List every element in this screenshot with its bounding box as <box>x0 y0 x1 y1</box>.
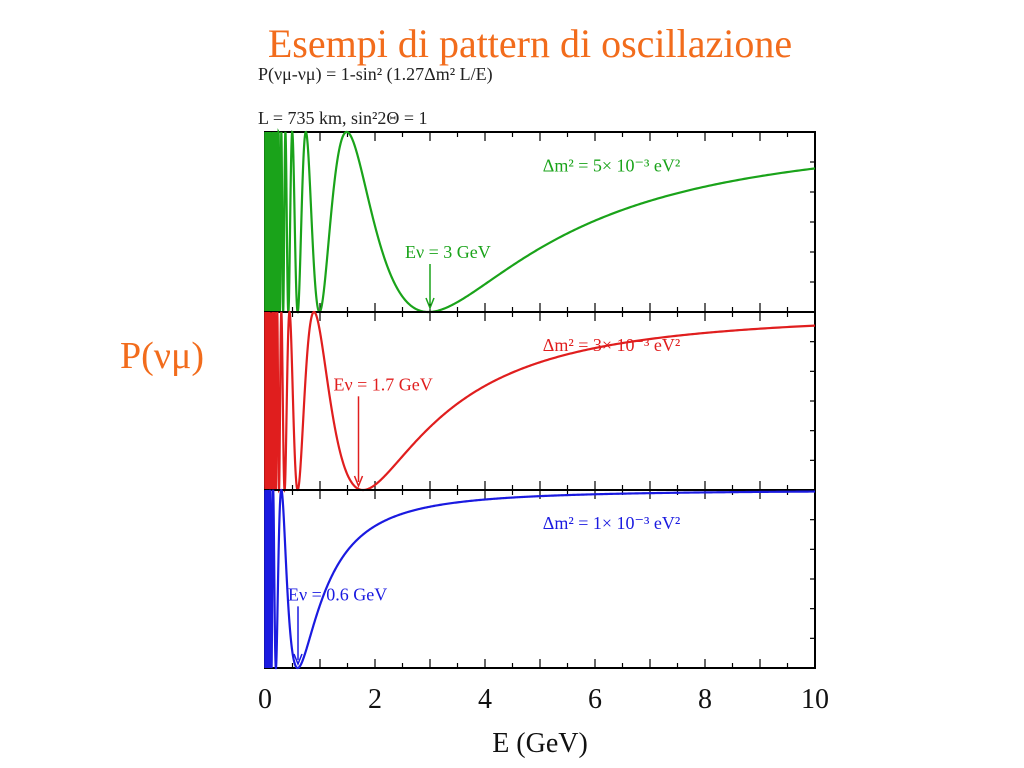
x-tick-label: 6 <box>588 684 602 715</box>
x-tick-label: 2 <box>368 684 382 715</box>
formula-caption: P(νμ-νμ) = 1-sin² (1.27Δm² L/E) <box>258 64 493 84</box>
dm2-label-2: Δm² = 1× 10⁻³ eV² <box>543 513 681 533</box>
energy-label-0: Eν = 3 GeV <box>405 242 491 262</box>
parameters-caption: L = 735 km, sin²2Θ = 1 <box>258 108 428 128</box>
dm2-label-0: Δm² = 5× 10⁻³ eV² <box>543 156 681 176</box>
minimum-pointer-head-0 <box>425 297 435 311</box>
y-axis-side-label: P(νμ) <box>120 335 204 377</box>
probability-curve-1 <box>264 310 816 494</box>
x-axis-label: E (GeV) <box>492 728 588 759</box>
energy-label-1: Eν = 1.7 GeV <box>334 374 433 394</box>
panel-frame <box>264 489 816 669</box>
probability-curve-2 <box>264 488 816 670</box>
panel-frame <box>264 311 816 491</box>
minimum-pointer-head-1 <box>353 475 364 489</box>
x-tick-label: 0 <box>258 684 272 715</box>
slide-title: Esempi di pattern di oscillazione <box>267 21 793 66</box>
minimum-pointer-head-2 <box>293 653 303 667</box>
x-tick-label: 8 <box>698 684 712 715</box>
probability-curve-0 <box>264 128 816 315</box>
dm2-label-1: Δm² = 3× 10⁻³ eV² <box>543 335 681 355</box>
panel-frame <box>264 131 816 313</box>
x-tick-label: 10 <box>801 684 829 715</box>
x-tick-label: 4 <box>478 684 492 715</box>
energy-label-2: Eν = 0.6 GeV <box>288 584 387 604</box>
